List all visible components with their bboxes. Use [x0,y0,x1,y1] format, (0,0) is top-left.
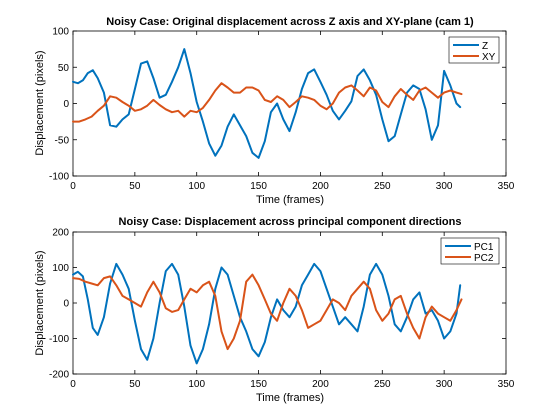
x-tick-label: 0 [70,181,76,192]
subplot-1-title: Noisy Case: Original displacement across… [106,16,474,28]
y-tick-label: -50 [55,135,70,146]
y-tick-label: -100 [49,334,69,345]
x-tick-label: 300 [436,181,453,192]
subplot-1-legend: Z XY [448,36,500,64]
y-tick-label: 100 [52,263,69,274]
subplot-2-series-group [72,262,463,365]
subplot-1-series-group [72,48,463,159]
y-tick-label: 0 [63,299,69,310]
legend-label-pc2: PC2 [474,253,494,264]
x-tick-label: 300 [436,379,453,390]
legend-label-pc1: PC1 [474,242,494,253]
subplot-2-x-ticks: 0 50 100 150 200 250 300 350 [70,232,515,390]
subplot-2-title: Noisy Case: Displacement across principa… [119,216,462,228]
series-line-pc2 [72,273,463,351]
legend-label-xy: XY [482,52,496,63]
subplot-2-x-axis-label: Time (frames) [256,392,324,404]
x-tick-label: 200 [312,379,329,390]
series-line-xy [72,82,463,123]
y-tick-label: 0 [63,99,69,110]
y-tick-label: 100 [52,27,69,38]
x-tick-label: 100 [188,379,205,390]
y-tick-label: 50 [58,63,70,74]
subplot-1-y-axis-label: Displacement (pixels) [34,50,46,155]
subplot-2: Noisy Case: Displacement across principa… [34,216,515,404]
subplot-1-y-ticks: -100 -50 0 50 100 [49,27,506,183]
series-line-pc1 [72,262,462,365]
x-tick-label: 350 [498,181,515,192]
x-tick-label: 0 [70,379,76,390]
series-line-z [72,48,462,159]
x-tick-label: 50 [129,181,141,192]
subplot-2-legend: PC1 PC2 [440,237,500,265]
subplot-1-legend-box [448,36,500,64]
x-tick-label: 150 [250,379,267,390]
subplot-1: Noisy Case: Original displacement across… [34,16,515,206]
x-tick-label: 250 [374,181,391,192]
y-tick-label: -100 [49,172,69,183]
subplot-2-axes-box [72,231,507,375]
legend-label-z: Z [482,41,488,52]
x-tick-label: 350 [498,379,515,390]
x-tick-label: 100 [188,181,205,192]
subplot-1-x-ticks: 0 50 100 150 200 250 300 350 [70,31,515,192]
x-tick-label: 50 [129,379,141,390]
x-tick-label: 150 [250,181,267,192]
x-tick-label: 200 [312,181,329,192]
y-tick-label: 200 [52,228,69,239]
subplot-2-legend-box [440,237,500,265]
x-tick-label: 250 [374,379,391,390]
subplot-2-y-axis-label: Displacement (pixels) [34,250,46,355]
subplot-1-axes-box [72,30,507,177]
subplot-2-y-ticks: -200 -100 0 100 200 [49,228,506,381]
subplot-1-x-axis-label: Time (frames) [256,194,324,206]
y-tick-label: -200 [49,370,69,381]
